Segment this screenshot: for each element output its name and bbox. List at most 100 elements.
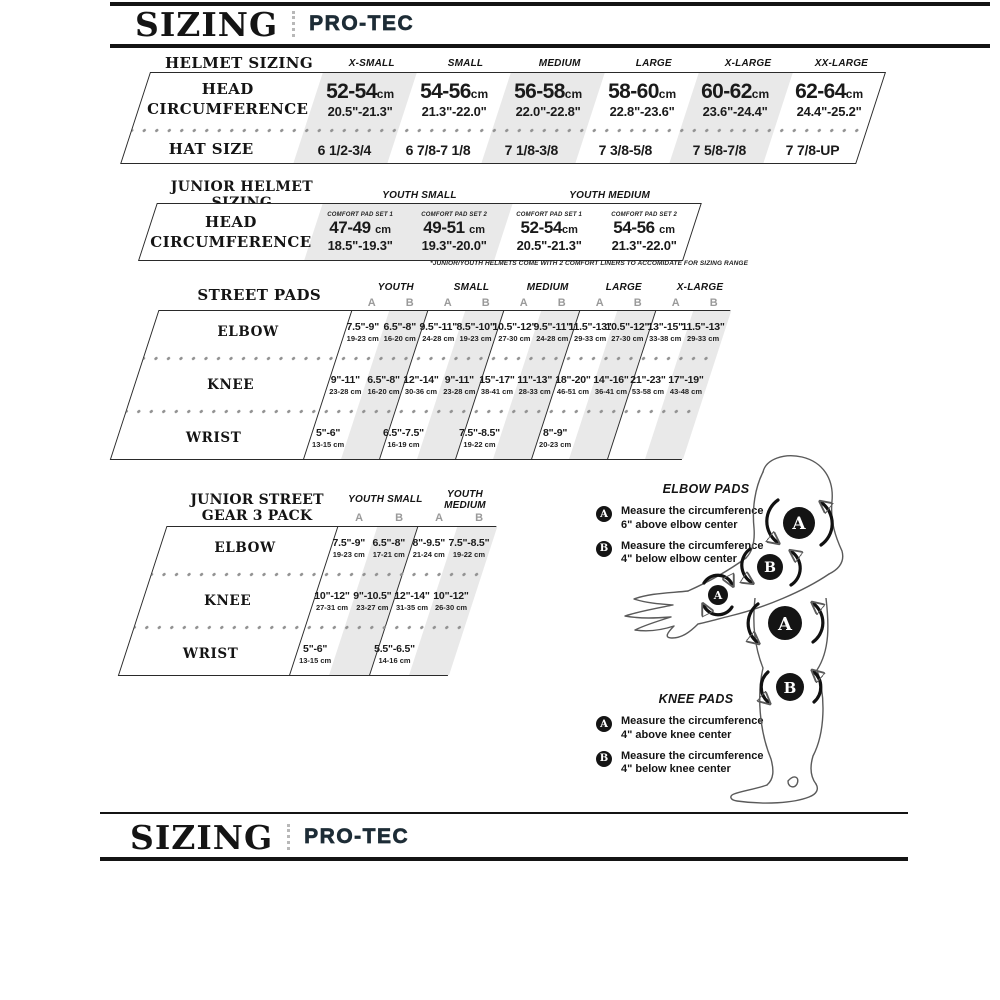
pad-cell: 6.5"-8" 17-21 cm — [372, 537, 406, 560]
elbow-pads-guide: ELBOW PADS A Measure the circumference 6"… — [596, 482, 866, 574]
row-label: ELBOW — [217, 324, 279, 340]
elbow-row: ELBOW 7.5"-9" 19-23 cm 6.5"-8" 16-20 cm 9.… — [146, 311, 730, 353]
dotted-divider — [132, 622, 465, 633]
group-label: YOUTH SMALL — [347, 494, 423, 505]
size-label: YOUTH — [377, 282, 414, 293]
pad-cell: 10"-12" 26-30 cm — [433, 590, 469, 613]
size-label: SMALL — [454, 282, 490, 293]
junior-circ-cell: COMFORT PAD SET 2 54-56 cm 21.3"-22.0" — [611, 211, 678, 253]
knee-row: KNEE 10"-12" 27-31 cm 9"-10.5" 23-27 cm 12… — [136, 580, 478, 622]
pad-cell: 9"-11" 23-28 cm — [329, 374, 362, 397]
pad-cell: 7.5"-9" 19-23 cm — [345, 321, 379, 344]
guide-item: A Measure the circumference 6" above elbo… — [596, 505, 866, 533]
pad-cell: 6.5"-8" 16-20 cm — [366, 374, 400, 397]
leg-marker-b-label: B — [784, 679, 797, 697]
row-label: WRIST — [185, 430, 242, 446]
pad-cell: 11.5"-13" 29-33 cm — [681, 321, 725, 344]
col-a-label: A — [435, 511, 444, 524]
footer-title: SIZING — [130, 817, 274, 857]
dotted-divider — [287, 824, 291, 850]
row-label: HAT SIZE — [169, 139, 255, 158]
head-circ-cell: 60-62cm 23.6"-24.4" — [701, 79, 770, 119]
head-circumference-row: HEAD CIRCUMFERENCE 52-54cm 20.5"-21.3" 54-… — [134, 73, 885, 125]
marker-a-icon: A — [596, 506, 612, 522]
dotted-divider — [141, 353, 716, 364]
col-a-label: A — [367, 296, 376, 309]
pad-cell: 9.5"-11" 24-28 cm — [532, 321, 571, 344]
junior-helmet-body: HEAD CIRCUMFERENCE COMFORT PAD SET 1 47-49… — [137, 203, 702, 261]
head-circ-cell: 56-58cm 22.0"-22.8" — [514, 79, 583, 119]
elbow-pads-guide-title: ELBOW PADS — [662, 482, 750, 496]
col-b-label: B — [481, 296, 490, 309]
size-label: LARGE — [605, 282, 642, 293]
size-label: MEDIUM — [526, 282, 569, 293]
pad-cell: 6.5"-8" 16-20 cm — [383, 321, 417, 344]
wrist-marker-a — [708, 585, 728, 605]
hat-size-cell: 7 7/8-UP — [786, 141, 840, 158]
col-b-label: B — [395, 511, 404, 524]
page-title: SIZING — [135, 4, 279, 44]
header-underline — [110, 44, 990, 48]
hat-size-cell: 7 3/8-5/8 — [598, 141, 653, 158]
col-a-label: A — [443, 296, 452, 309]
dotted-divider — [149, 569, 482, 580]
knee-pads-guide: KNEE PADS A Measure the circumference 4" … — [596, 692, 866, 784]
junior-street-table: JUNIOR STREET GEAR 3 PACK YOUTH SMALL A B Y… — [117, 489, 508, 676]
pad-cell: 10.5"-12" 27-30 cm — [491, 321, 536, 344]
street-pads-title: STREET PADS — [197, 286, 322, 304]
guide-item: B Measure the circumference 4" below knee… — [596, 750, 866, 778]
guide-text: Measure the circumference 4" below knee c… — [621, 749, 764, 776]
leg-marker-b — [776, 673, 804, 701]
pad-cell: 10.5"-12" 27-30 cm — [605, 321, 650, 344]
junior-helmet-table: JUNIOR HELMET SIZING YOUTH SMALL YOUTH M… — [137, 179, 707, 261]
arm-illustration: A B A — [624, 455, 844, 639]
footer-underline — [100, 857, 908, 861]
helmet-sizing-header: HELMET SIZING X-SMALL SMALL MEDIUM LARGE… — [150, 54, 892, 72]
size-label: X-LARGE — [676, 282, 724, 293]
arm-marker-b-label: B — [764, 560, 776, 576]
pad-cell: 5.5"-6.5" 14-16 cm — [373, 643, 415, 666]
arm-marker-b — [757, 554, 783, 580]
pad-cell: 12"-14" 30-36 cm — [403, 374, 439, 397]
head-circ-cell: 58-60cm 22.8"-23.6" — [607, 79, 676, 119]
top-rule — [110, 2, 990, 6]
protec-logo: PRO-TEC — [309, 12, 415, 36]
arm-marker-a-label: A — [791, 514, 806, 534]
pad-cell: 21"-23" 53-58 cm — [630, 374, 666, 397]
pad-cell: 13"-15" 33-38 cm — [647, 321, 684, 344]
junior-circ-cell: COMFORT PAD SET 1 47-49 cm 18.5"-19.3" — [327, 211, 394, 253]
street-pads-body: ELBOW 7.5"-9" 19-23 cm 6.5"-8" 16-20 cm 9.… — [109, 310, 732, 460]
col-b-label: B — [709, 296, 718, 309]
dotted-divider — [292, 11, 296, 37]
row-label: KNEE — [207, 377, 255, 393]
size-label: X-SMALL — [349, 57, 395, 69]
dotted-divider — [124, 406, 699, 417]
pad-cell: 7.5"-8.5" 19-22 cm — [459, 427, 501, 450]
guide-text: Measure the circumference 4" below elbow … — [621, 539, 764, 566]
head-circ-cell: 54-56cm 21.3"-22.0" — [420, 79, 489, 119]
street-pads-header: STREET PADS YOUTH A B SMALL A B MEDIUM A B LAR… — [158, 280, 740, 310]
footer-top-rule — [100, 812, 908, 814]
footer-brand-row: SIZING PRO-TEC — [130, 817, 409, 857]
pad-cell: 8.5"-10" 19-23 cm — [456, 321, 495, 344]
dotted-divider — [130, 125, 868, 136]
street-pads-table: STREET PADS YOUTH A B SMALL A B MEDIUM A B LAR… — [109, 280, 740, 460]
guide-text: Measure the circumference 6" above elbow … — [621, 505, 764, 531]
hat-size-cell: 6 1/2-3/4 — [317, 141, 371, 158]
pad-cell: 7.5"-8.5" 19-22 cm — [447, 537, 489, 560]
arm-marker-a — [783, 507, 815, 539]
junior-circ-cell: COMFORT PAD SET 1 52-54cm 20.5"-21.3" — [516, 211, 583, 253]
pad-cell: 14"-16" 36-41 cm — [592, 374, 629, 397]
pad-cell: 6.5"-7.5" 16-19 cm — [383, 427, 425, 450]
pad-cell: 9"-11" 23-28 cm — [442, 374, 476, 397]
head-circ-cell: 62-64cm 24.4"-25.2" — [795, 79, 864, 119]
head-circ-cell: 52-54cm 20.5"-21.3" — [326, 79, 395, 119]
helmet-sizing-title: HELMET SIZING — [164, 54, 314, 72]
guide-item: B Measure the circumference 4" below elbo… — [596, 540, 866, 568]
pad-cell: 10"-12" 27-31 cm — [314, 590, 350, 613]
pad-cell: 12"-14" 31-35 cm — [393, 590, 430, 613]
hat-size-cell: 7 5/8-7/8 — [692, 141, 746, 158]
guide-item: A Measure the circumference 4" above knee… — [596, 715, 866, 743]
col-b-label: B — [633, 296, 642, 309]
